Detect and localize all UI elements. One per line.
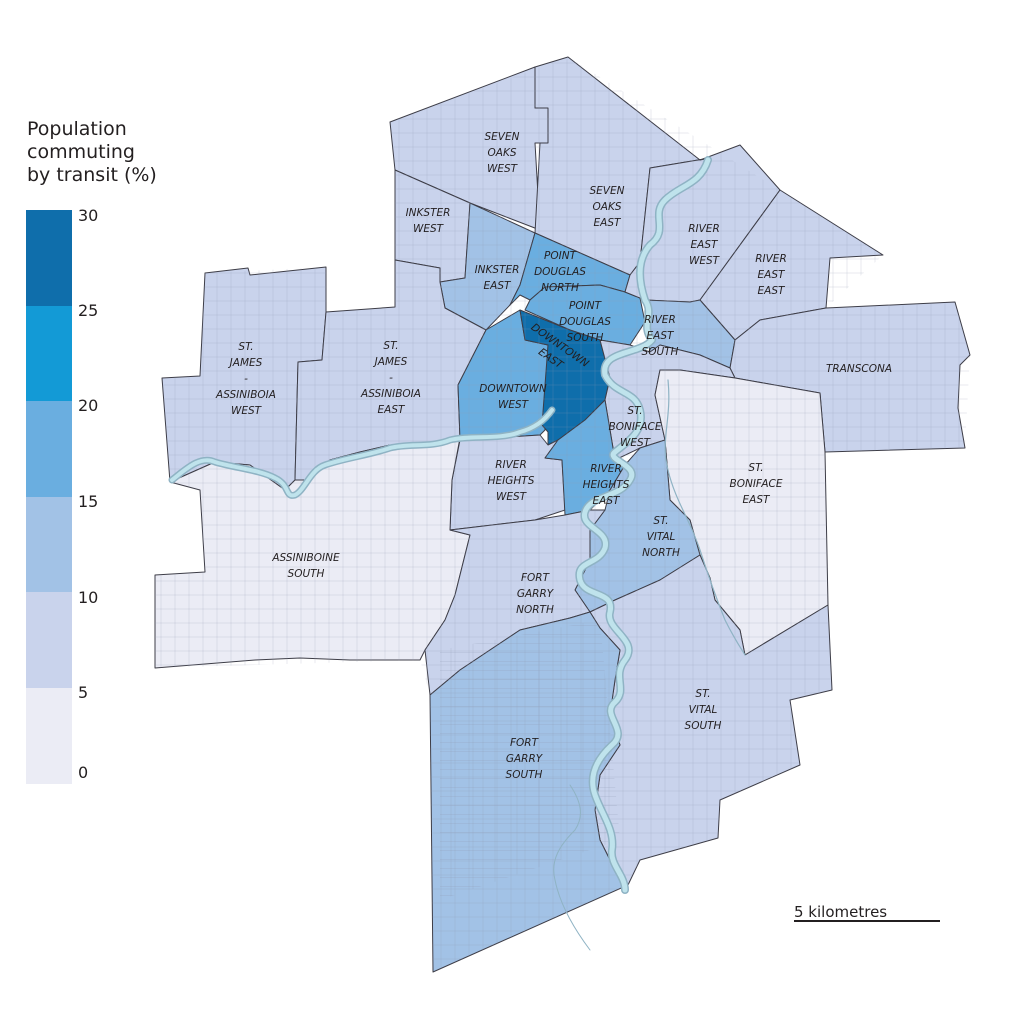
rivers <box>168 156 746 951</box>
region-label-point-douglas-south: POINT DOUGLAS SOUTH <box>559 300 611 344</box>
region-label-st-vital-south: ST. VITAL SOUTH <box>685 688 722 732</box>
region-label-river-heights-east: RIVER HEIGHTS EAST <box>583 463 630 507</box>
region-label-inkster-west: INKSTER WEST <box>406 207 451 235</box>
region-label-st-boniface-west: ST. BONIFACE WEST <box>609 405 662 449</box>
legend-swatch <box>26 210 72 306</box>
legend-tick-label: 5 <box>78 683 89 702</box>
region-label-transcona: TRANSCONA <box>826 363 892 375</box>
region-label-seven-oaks-west: SEVEN OAKS WEST <box>485 131 520 175</box>
legend-swatch <box>26 401 72 497</box>
legend-title: Population commuting by transit (%) <box>27 118 157 186</box>
region-label-river-heights-west: RIVER HEIGHTS WEST <box>488 459 535 503</box>
legend-tick-label: 0 <box>78 763 89 782</box>
region-label-st-james-assiniboia-east: ST. JAMES -ASSINIBOIA EAST <box>360 340 421 416</box>
scale-bar-label: 5 kilometres <box>794 903 888 921</box>
legend-tick-label: 25 <box>78 301 99 320</box>
region-label-inkster-east: INKSTER EAST <box>475 264 520 292</box>
region-label-assiniboine-south: ASSINIBOINE SOUTH <box>271 552 340 580</box>
legend-tick-label: 30 <box>78 206 99 225</box>
region-label-downtown-west: DOWNTOWN WEST <box>479 383 547 411</box>
region-label-seven-oaks-east: SEVEN OAKS EAST <box>590 185 625 229</box>
region-label-st-james-assiniboia-west: ST. JAMES -ASSINIBOIA WEST <box>215 341 276 417</box>
region-label-st-boniface-east: ST. BONIFACE EAST <box>730 462 783 506</box>
legend-swatch <box>26 496 72 593</box>
street-network <box>155 57 970 972</box>
region-label-fort-garry-south: FORT GARRY SOUTH <box>506 737 544 781</box>
scale-bar <box>794 920 940 922</box>
region-label-st-vital-north: ST. VITAL NORTH <box>642 515 680 559</box>
legend-swatch <box>26 592 72 688</box>
legend-tick-label: 15 <box>78 492 99 511</box>
region-labels: SEVEN OAKS WEST SEVEN OAKS EAST INKSTER WEST INK… <box>215 131 892 781</box>
region-label-river-east-east: RIVER EAST EAST <box>755 253 787 297</box>
legend-tick-label: 20 <box>78 396 99 415</box>
region-label-fort-garry-north: FORT GARRY NORTH <box>516 572 555 616</box>
region-label-river-east-west: RIVER EAST WEST <box>688 223 720 267</box>
legend-swatch <box>26 305 72 402</box>
legend-color-ramp <box>26 210 72 784</box>
region-label-point-douglas-north: POINT DOUGLAS NORTH <box>534 250 586 294</box>
region-label-river-east-south: RIVER EAST SOUTH <box>642 314 679 358</box>
legend-tick-label: 10 <box>78 588 99 607</box>
legend-swatch <box>26 687 72 784</box>
